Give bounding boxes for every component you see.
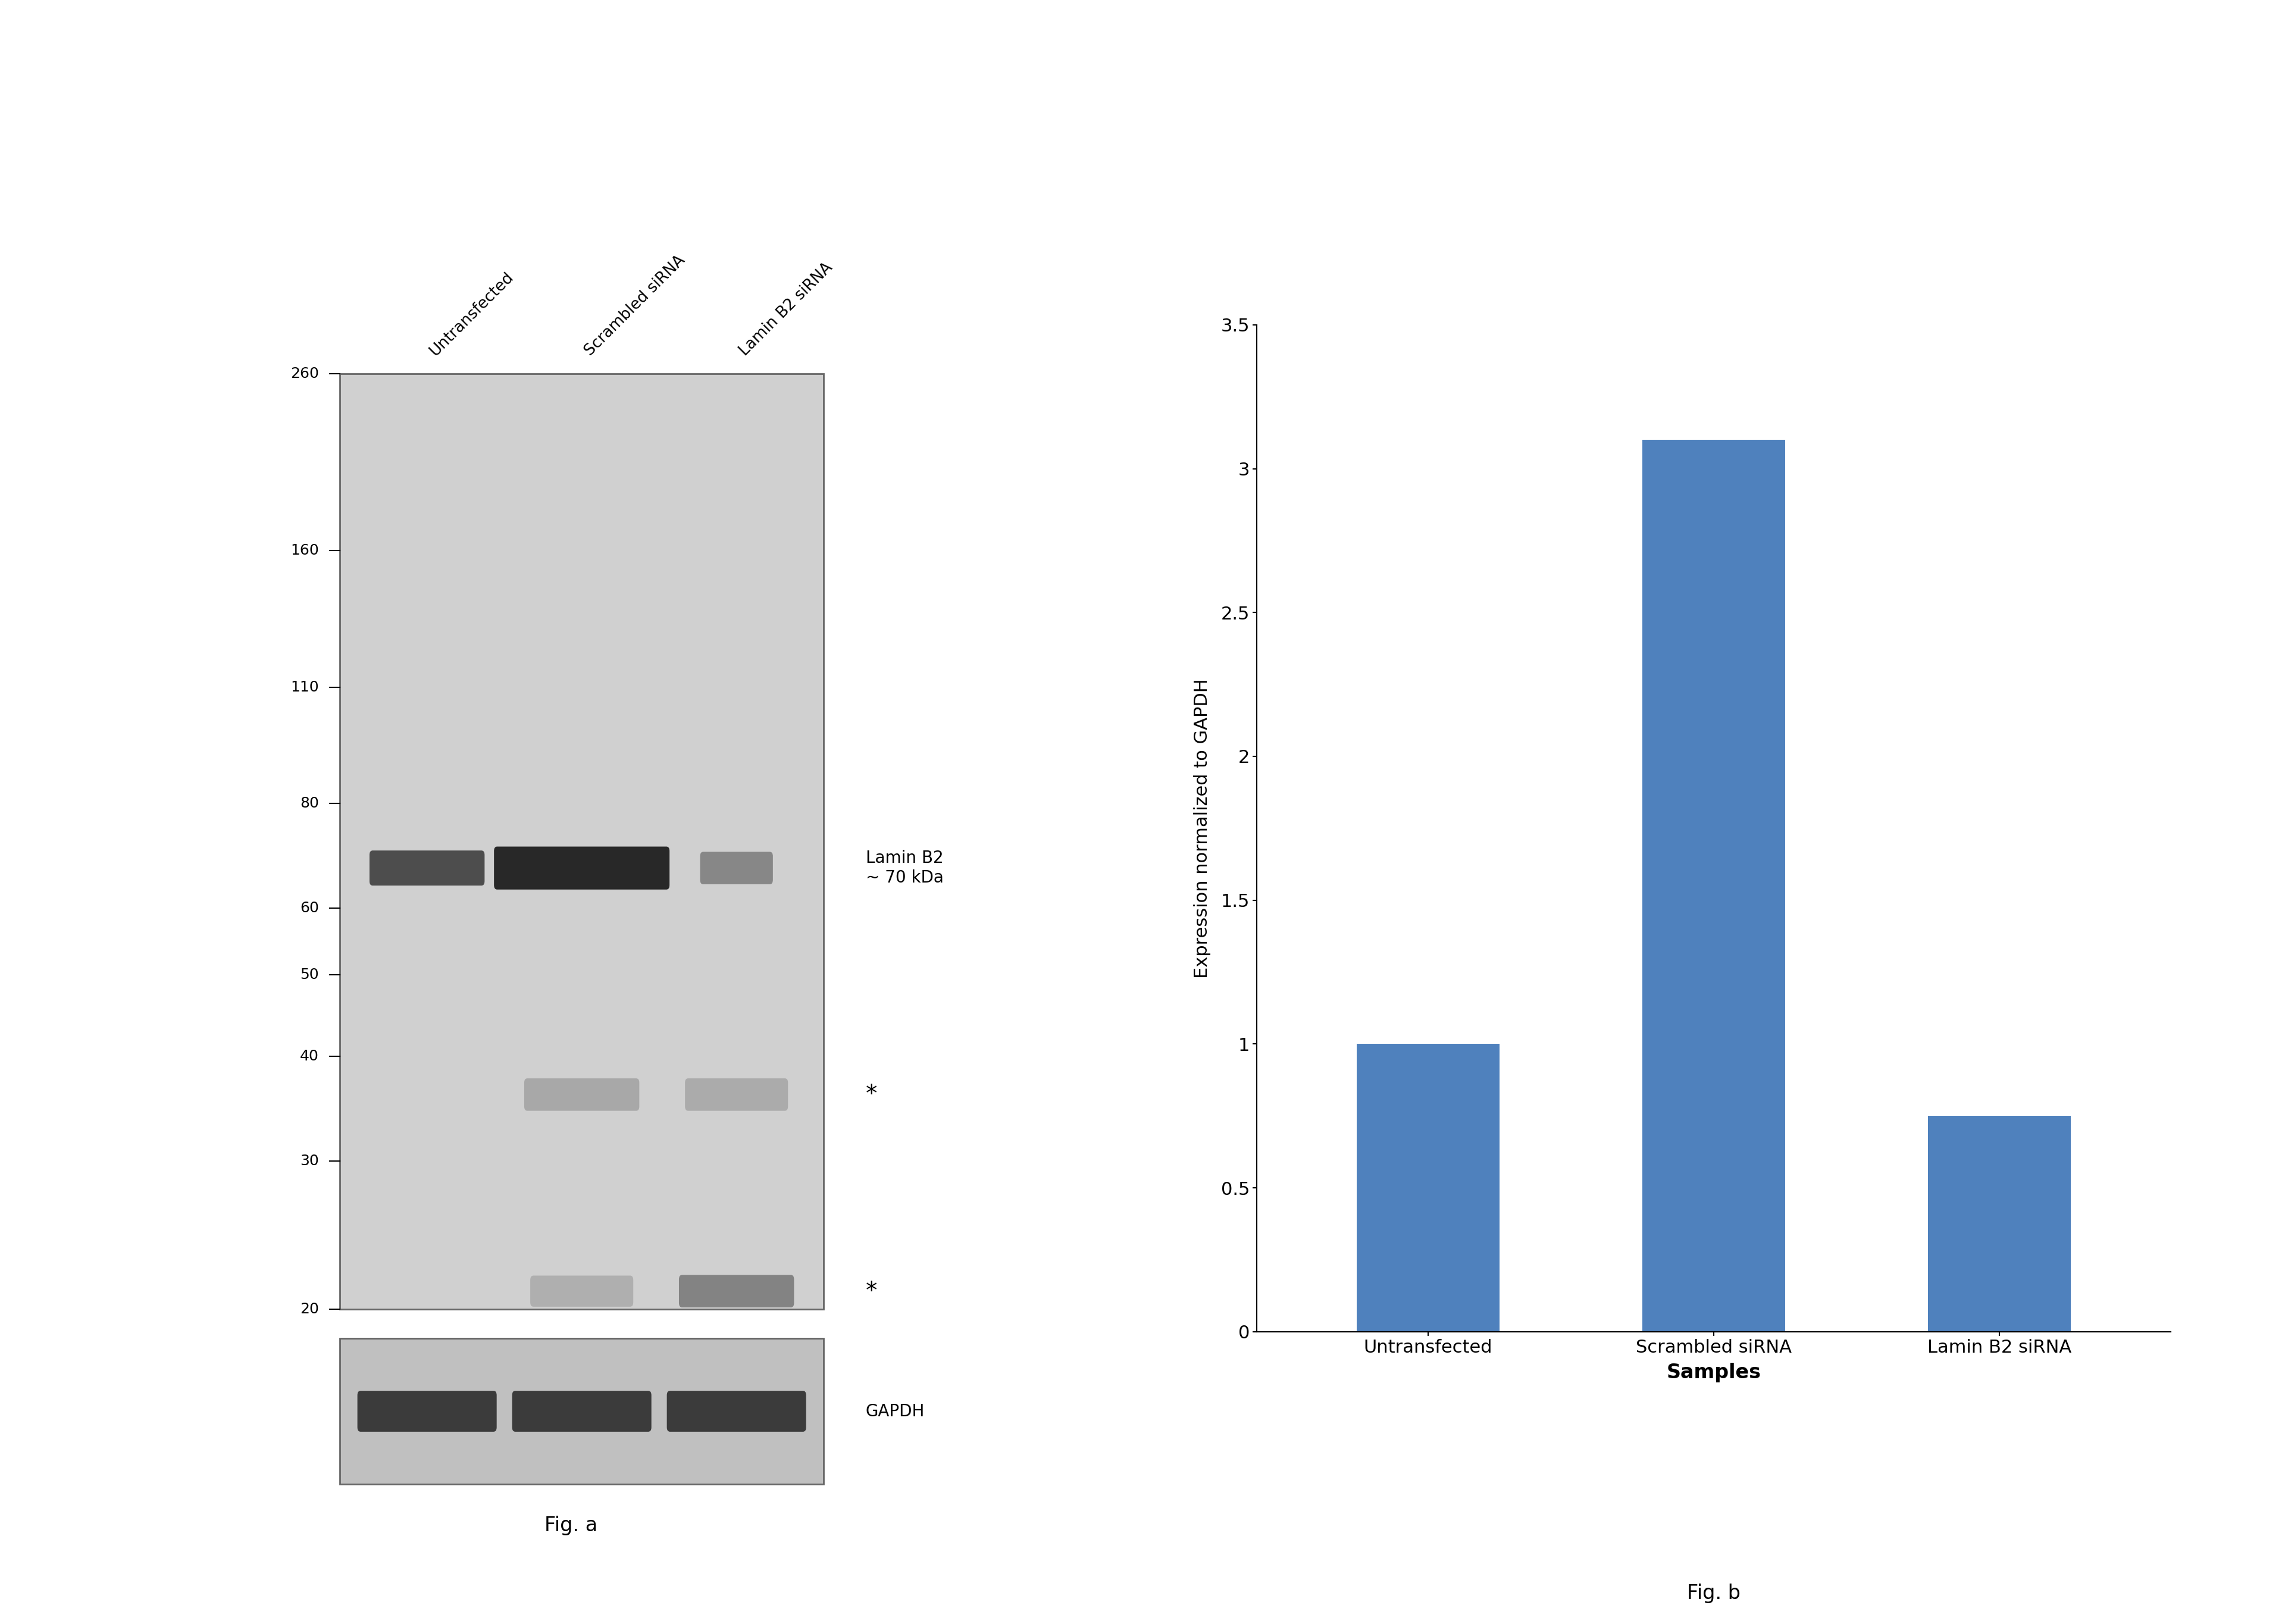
FancyBboxPatch shape xyxy=(370,851,484,885)
FancyBboxPatch shape xyxy=(340,1338,823,1484)
Text: GAPDH: GAPDH xyxy=(866,1403,925,1419)
FancyBboxPatch shape xyxy=(699,853,772,883)
FancyBboxPatch shape xyxy=(494,846,670,890)
Text: 20: 20 xyxy=(299,1302,320,1315)
Text: Fig. a: Fig. a xyxy=(544,1515,599,1536)
FancyBboxPatch shape xyxy=(523,1078,640,1111)
Text: *: * xyxy=(866,1280,877,1302)
Text: 160: 160 xyxy=(290,544,320,557)
FancyBboxPatch shape xyxy=(356,1390,496,1432)
Text: 40: 40 xyxy=(299,1049,320,1064)
Text: 260: 260 xyxy=(290,367,320,380)
Text: Lamin B2 siRNA: Lamin B2 siRNA xyxy=(736,260,836,359)
Bar xyxy=(1643,440,1785,1332)
Text: Lamin B2
~ 70 kDa: Lamin B2 ~ 70 kDa xyxy=(866,849,944,887)
X-axis label: Samples: Samples xyxy=(1666,1363,1762,1382)
FancyBboxPatch shape xyxy=(512,1390,651,1432)
Text: Fig. b: Fig. b xyxy=(1686,1583,1741,1603)
Y-axis label: Expression normalized to GAPDH: Expression normalized to GAPDH xyxy=(1193,679,1211,978)
FancyBboxPatch shape xyxy=(679,1275,793,1307)
Text: 110: 110 xyxy=(290,680,320,695)
Text: Scrambled siRNA: Scrambled siRNA xyxy=(583,252,688,359)
Bar xyxy=(1929,1116,2070,1332)
Text: 60: 60 xyxy=(299,901,320,916)
Bar xyxy=(1357,1044,1499,1332)
Text: 80: 80 xyxy=(299,796,320,810)
Text: 50: 50 xyxy=(299,968,320,983)
FancyBboxPatch shape xyxy=(686,1078,788,1111)
Text: Untransfected: Untransfected xyxy=(427,270,516,359)
Text: 30: 30 xyxy=(299,1155,320,1168)
FancyBboxPatch shape xyxy=(530,1275,633,1307)
Text: *: * xyxy=(866,1083,877,1106)
FancyBboxPatch shape xyxy=(340,374,823,1309)
FancyBboxPatch shape xyxy=(667,1390,807,1432)
